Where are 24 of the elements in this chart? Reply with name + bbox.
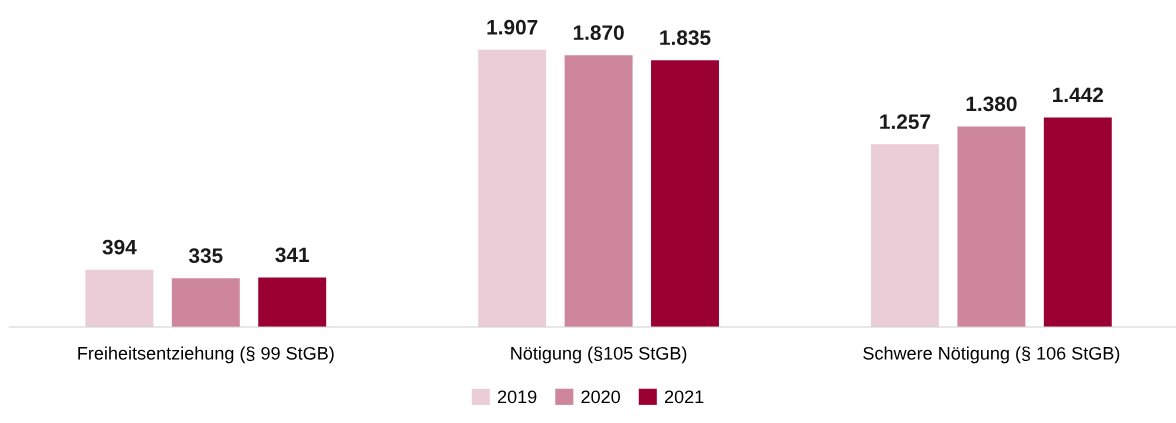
data-label: 341 xyxy=(275,247,310,263)
x-tick-label: Freiheitsentziehung (§ 99 StGB) xyxy=(78,346,334,364)
data-label: 1.257 xyxy=(880,114,931,130)
legend-label: 2021 xyxy=(664,390,704,404)
x-tick-label: Schwere Nötigung (§ 106 StGB) xyxy=(863,346,1120,364)
bar xyxy=(957,126,1026,327)
legend-label: 2019 xyxy=(497,390,537,404)
bar xyxy=(171,278,240,327)
bar xyxy=(85,269,154,327)
data-label: 1.835 xyxy=(660,30,711,46)
data-label: 1.907 xyxy=(487,19,538,35)
bar xyxy=(564,55,633,327)
bar xyxy=(258,277,327,327)
bar xyxy=(651,60,719,327)
bar xyxy=(478,49,547,327)
data-label: 1.380 xyxy=(966,96,1017,112)
data-label: 335 xyxy=(188,248,223,264)
data-label: 1.442 xyxy=(1053,87,1104,102)
x-tick-label: Nötigung (§105 StGB) xyxy=(511,346,687,364)
data-label: 394 xyxy=(102,239,137,255)
data-label: 1.870 xyxy=(573,25,624,40)
legend-label: 2020 xyxy=(581,390,621,404)
bar xyxy=(1043,117,1112,327)
bar xyxy=(871,144,939,327)
